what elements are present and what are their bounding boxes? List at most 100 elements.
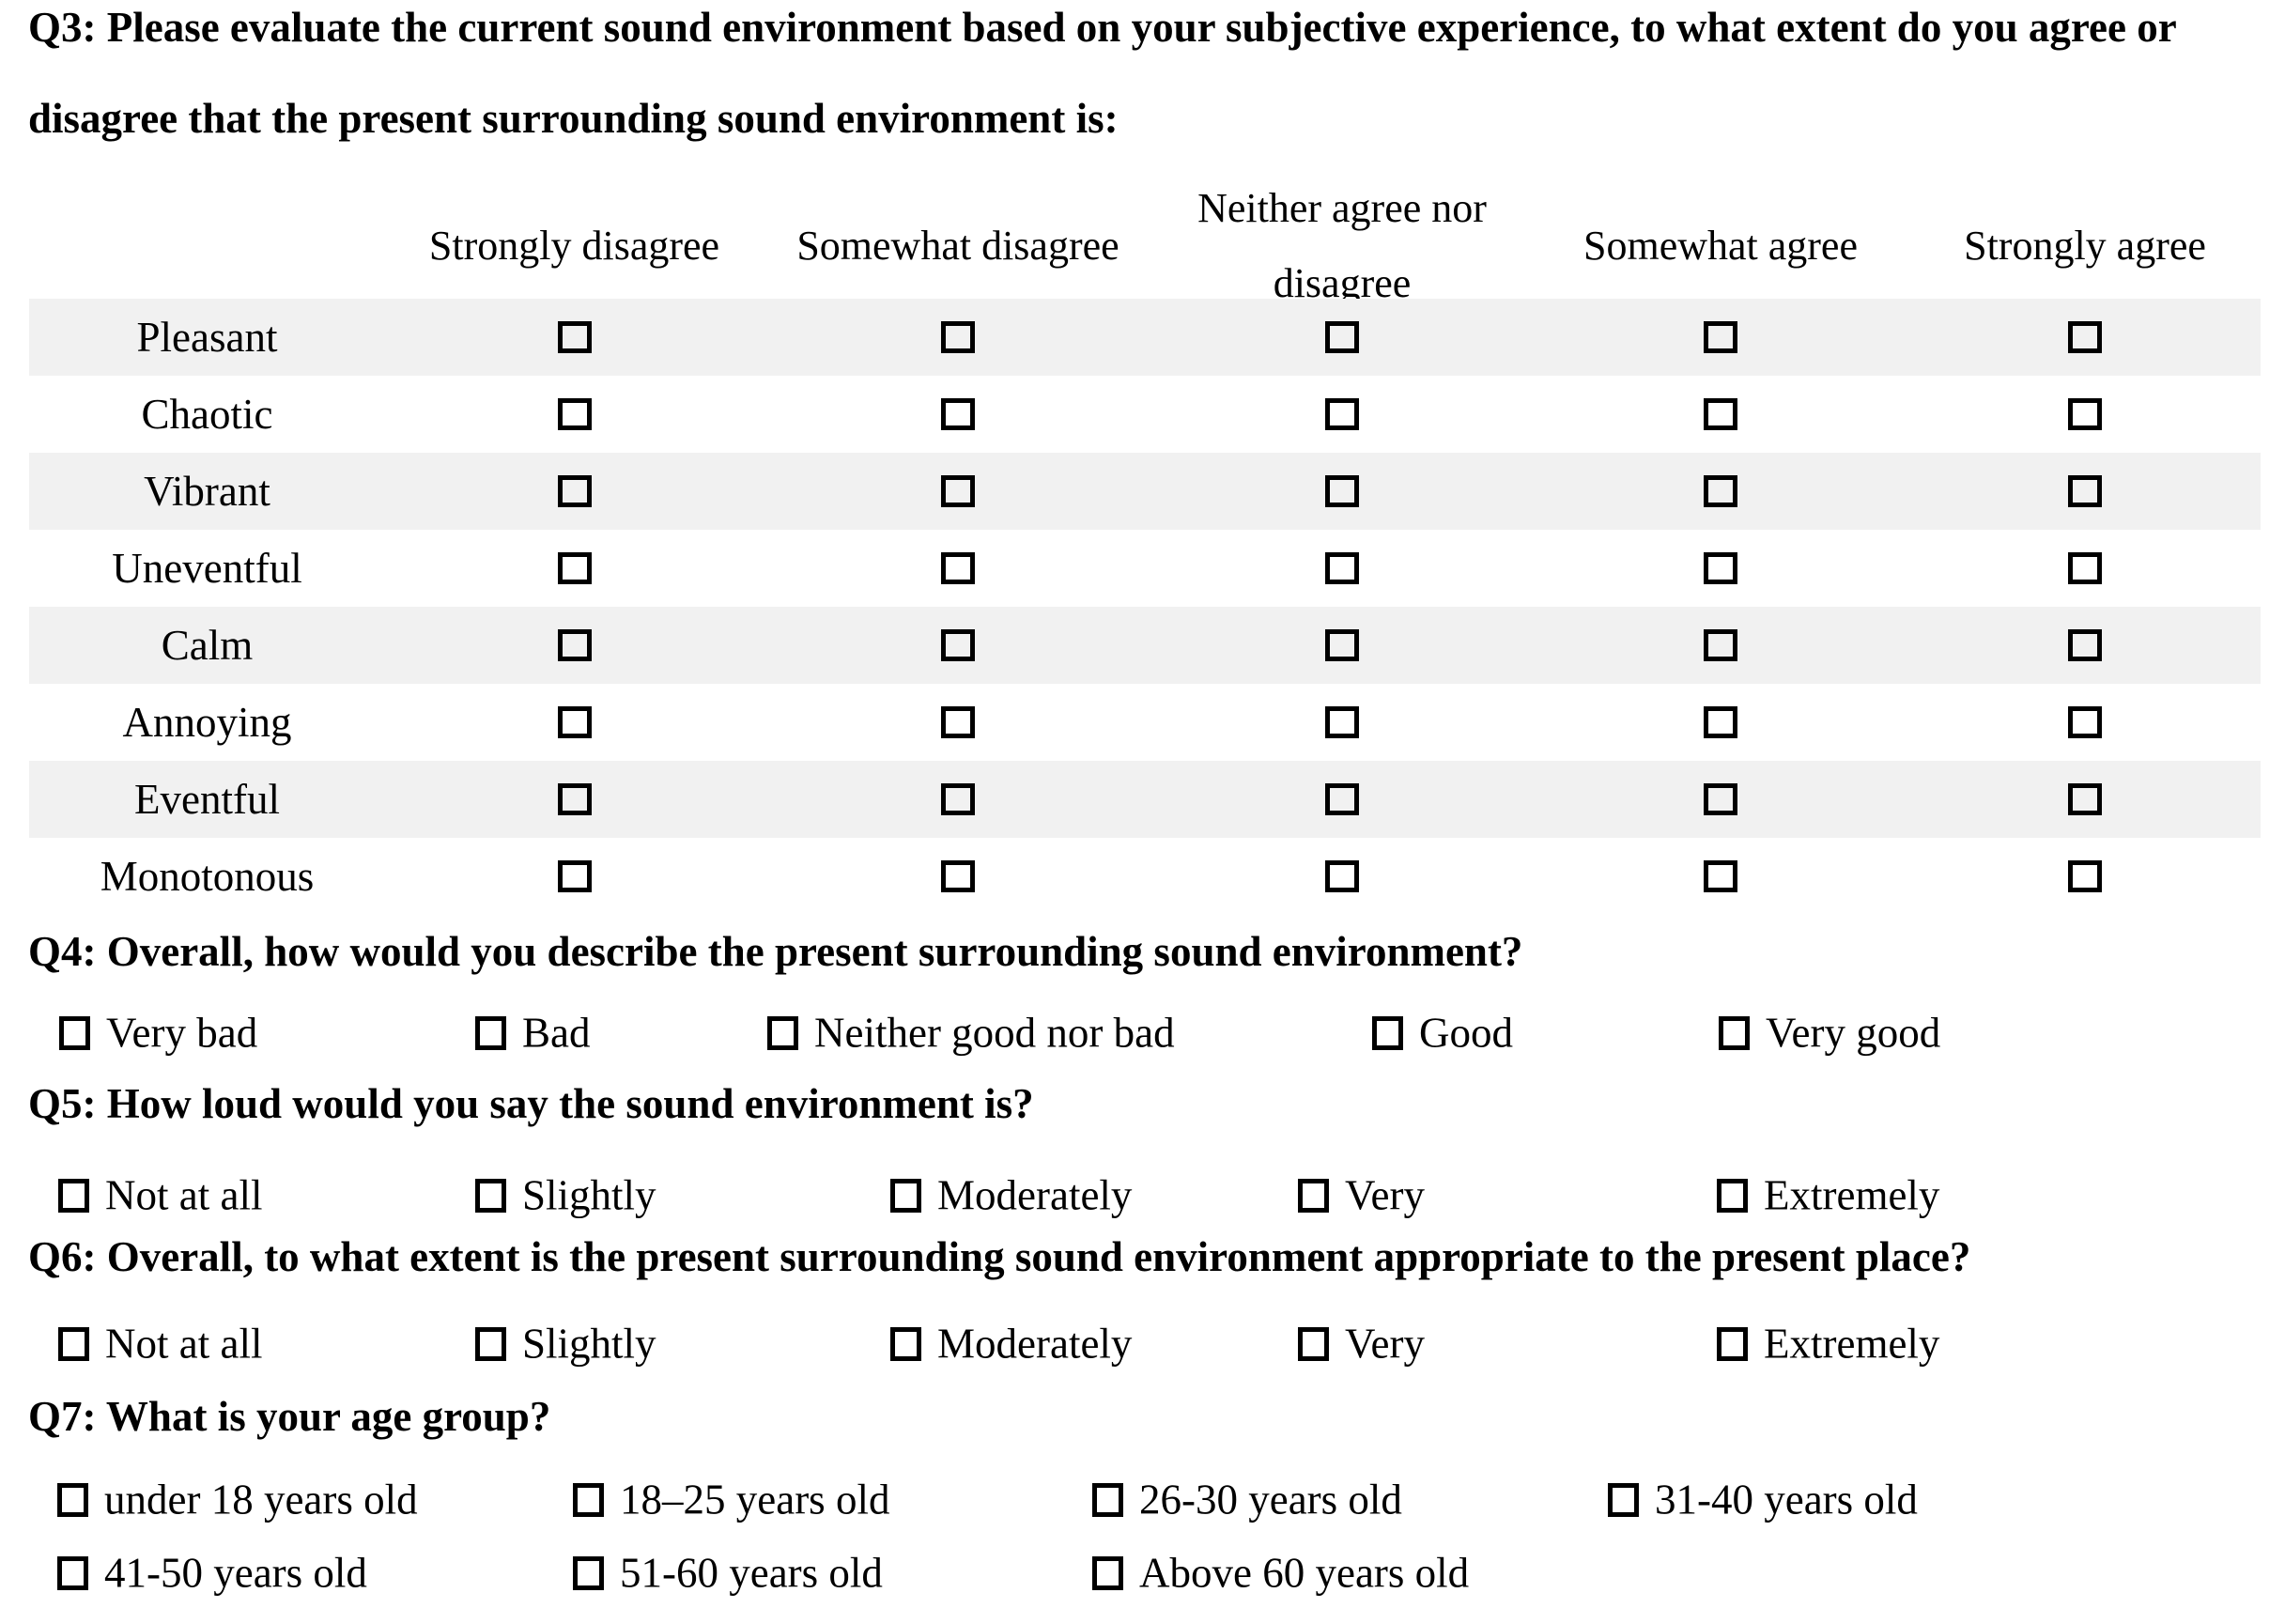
likert-checkbox-r3c1[interactable] — [941, 552, 975, 584]
q4-checkbox-very-good[interactable] — [1719, 1015, 1750, 1050]
q5-option-extremely: Extremely — [1717, 1168, 1939, 1219]
likert-checkbox-r7c3[interactable] — [1704, 860, 1737, 892]
likert-header-row: Strongly disagree Somewhat disagree Neit… — [29, 171, 2261, 306]
q6-options: Not at all Slightly Moderately Very Extr… — [0, 1316, 2285, 1368]
likert-checkbox-r6c3[interactable] — [1704, 783, 1737, 815]
likert-checkbox-r0c0[interactable] — [557, 321, 592, 353]
q4-option-very-good: Very good — [1719, 1005, 1940, 1057]
q6-title: Q6: Overall, to what extent is the prese… — [28, 1233, 1971, 1280]
q4-checkbox-good[interactable] — [1372, 1015, 1403, 1050]
likert-row-vibrant: Vibrant — [29, 453, 2261, 530]
likert-row-annoying: Annoying — [29, 684, 2261, 761]
q7-option-under-18: under 18 years old — [57, 1472, 418, 1523]
q7-title: Q7: What is your age group? — [28, 1393, 551, 1440]
likert-checkbox-r1c0[interactable] — [557, 398, 592, 430]
likert-checkbox-r5c2[interactable] — [1325, 706, 1359, 738]
likert-checkbox-r3c2[interactable] — [1325, 552, 1359, 584]
likert-checkbox-r3c0[interactable] — [557, 552, 592, 584]
q4-checkbox-very-bad[interactable] — [59, 1015, 90, 1050]
likert-checkbox-r4c1[interactable] — [941, 629, 975, 661]
likert-row-label: Annoying — [122, 699, 292, 746]
likert-header-strongly-disagree: Strongly disagree — [428, 223, 720, 269]
likert-checkbox-r0c1[interactable] — [941, 321, 975, 353]
q5-checkbox-not-at-all[interactable] — [58, 1178, 89, 1213]
likert-checkbox-r2c2[interactable] — [1325, 475, 1359, 507]
likert-checkbox-r1c2[interactable] — [1325, 398, 1359, 430]
likert-checkbox-r3c3[interactable] — [1704, 552, 1737, 584]
q6-option-not-at-all: Not at all — [58, 1316, 262, 1368]
likert-row-label: Eventful — [134, 776, 280, 823]
likert-checkbox-r4c3[interactable] — [1704, 629, 1737, 661]
q5-title: Q5: How loud would you say the sound env… — [28, 1080, 1034, 1127]
likert-checkbox-r0c2[interactable] — [1325, 321, 1359, 353]
q7-option-26-30: 26-30 years old — [1092, 1472, 1402, 1523]
likert-checkbox-r7c1[interactable] — [941, 860, 975, 892]
q7-option-41-50: 41-50 years old — [57, 1545, 367, 1597]
q7-checkbox-26-30[interactable] — [1092, 1482, 1123, 1517]
q7-checkbox-51-60[interactable] — [573, 1555, 604, 1590]
q5-checkbox-slightly[interactable] — [475, 1178, 506, 1213]
q7-checkbox-41-50[interactable] — [57, 1555, 88, 1590]
q7-checkbox-above-60[interactable] — [1092, 1555, 1123, 1590]
likert-checkbox-r5c3[interactable] — [1704, 706, 1737, 738]
q6-option-very: Very — [1298, 1316, 1425, 1368]
q5-option-moderately: Moderately — [890, 1168, 1132, 1219]
q7-option-51-60: 51-60 years old — [573, 1545, 883, 1597]
q7-option-18-25: 18–25 years old — [573, 1472, 889, 1523]
likert-row-label: Chaotic — [141, 391, 273, 438]
likert-checkbox-r2c3[interactable] — [1704, 475, 1737, 507]
likert-row-calm: Calm — [29, 607, 2261, 684]
likert-row-uneventful: Uneventful — [29, 530, 2261, 607]
likert-checkbox-r4c4[interactable] — [2068, 629, 2102, 661]
q7-option-31-40: 31-40 years old — [1608, 1472, 1918, 1523]
q4-option-very-bad: Very bad — [59, 1005, 257, 1057]
q4-checkbox-neither[interactable] — [767, 1015, 798, 1050]
q7-checkbox-under-18[interactable] — [57, 1482, 88, 1517]
likert-header-neither: Neither agree nor disagree — [1197, 185, 1487, 306]
likert-checkbox-r5c1[interactable] — [941, 706, 975, 738]
likert-checkbox-r5c4[interactable] — [2068, 706, 2102, 738]
q6-checkbox-moderately[interactable] — [890, 1326, 921, 1361]
likert-checkbox-r6c1[interactable] — [941, 783, 975, 815]
likert-header-somewhat-agree: Somewhat agree — [1583, 223, 1858, 269]
q5-option-very: Very — [1298, 1168, 1425, 1219]
likert-checkbox-r4c2[interactable] — [1325, 629, 1359, 661]
likert-checkbox-r2c4[interactable] — [2068, 475, 2102, 507]
q7-checkbox-18-25[interactable] — [573, 1482, 604, 1517]
likert-checkbox-r2c0[interactable] — [557, 475, 592, 507]
likert-row-chaotic: Chaotic — [29, 376, 2261, 453]
likert-checkbox-r1c4[interactable] — [2068, 398, 2102, 430]
q6-checkbox-very[interactable] — [1298, 1326, 1329, 1361]
likert-row-monotonous: Monotonous — [29, 838, 2261, 915]
likert-checkbox-r7c0[interactable] — [557, 860, 592, 892]
likert-row-label: Pleasant — [136, 314, 278, 361]
likert-row-label: Monotonous — [100, 853, 315, 900]
q6-checkbox-not-at-all[interactable] — [58, 1326, 89, 1361]
likert-checkbox-r7c2[interactable] — [1325, 860, 1359, 892]
likert-checkbox-r0c4[interactable] — [2068, 321, 2102, 353]
q7-options-row2: 41-50 years old 51-60 years old Above 60… — [0, 1545, 2285, 1597]
q3-title: Q3: Please evaluate the current sound en… — [28, 4, 2176, 142]
q6-checkbox-extremely[interactable] — [1717, 1326, 1748, 1361]
q5-checkbox-moderately[interactable] — [890, 1178, 921, 1213]
likert-checkbox-r1c3[interactable] — [1704, 398, 1737, 430]
likert-checkbox-r2c1[interactable] — [941, 475, 975, 507]
q7-checkbox-31-40[interactable] — [1608, 1482, 1639, 1517]
likert-header-somewhat-disagree: Somewhat disagree — [796, 223, 1119, 269]
likert-checkbox-r7c4[interactable] — [2068, 860, 2102, 892]
likert-checkbox-r5c0[interactable] — [557, 706, 592, 738]
likert-checkbox-r6c4[interactable] — [2068, 783, 2102, 815]
likert-checkbox-r6c2[interactable] — [1325, 783, 1359, 815]
likert-checkbox-r1c1[interactable] — [941, 398, 975, 430]
likert-checkbox-r6c0[interactable] — [557, 783, 592, 815]
likert-checkbox-r4c0[interactable] — [557, 629, 592, 661]
q5-checkbox-extremely[interactable] — [1717, 1178, 1748, 1213]
q7-options-row1: under 18 years old 18–25 years old 26-30… — [0, 1472, 2285, 1523]
likert-checkbox-r0c3[interactable] — [1704, 321, 1737, 353]
q6-checkbox-slightly[interactable] — [475, 1326, 506, 1361]
q4-checkbox-bad[interactable] — [475, 1015, 506, 1050]
likert-checkbox-r3c4[interactable] — [2068, 552, 2102, 584]
q5-checkbox-very[interactable] — [1298, 1178, 1329, 1213]
q6-option-moderately: Moderately — [890, 1316, 1132, 1368]
